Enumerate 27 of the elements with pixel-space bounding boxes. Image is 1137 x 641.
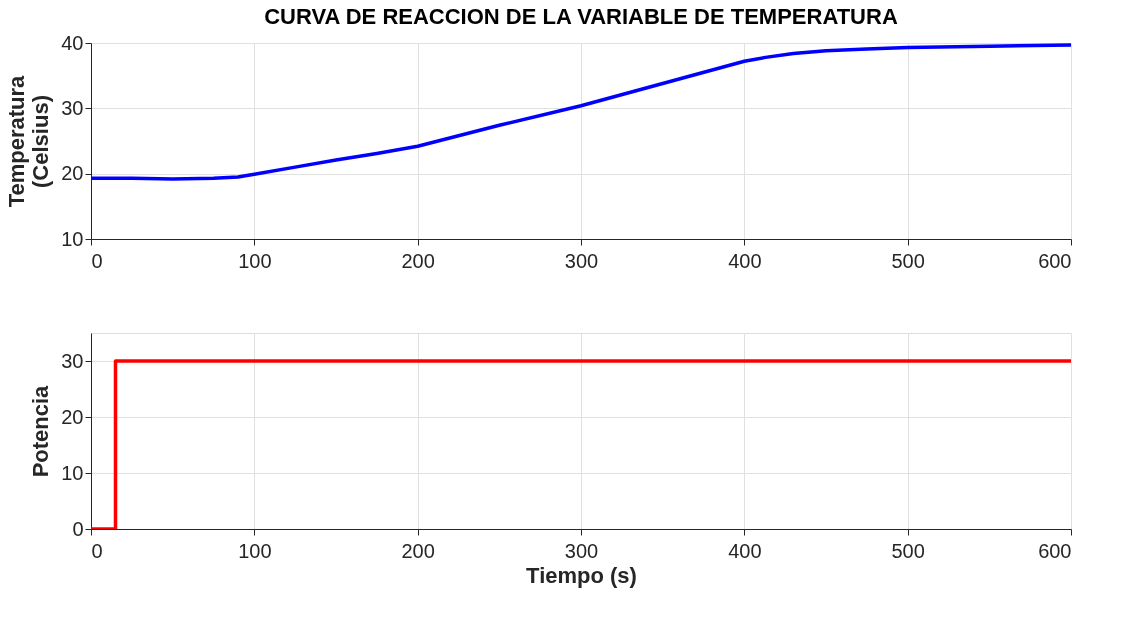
y-tick-label: 20 xyxy=(61,162,84,185)
x-tick-label: 100 xyxy=(238,539,272,562)
x-tick-label: 300 xyxy=(564,249,599,272)
y-tick-label: 10 xyxy=(61,461,84,484)
y-tick-label: 10 xyxy=(61,227,84,250)
x-tick-label: 200 xyxy=(401,539,435,562)
x-tick-label: 300 xyxy=(564,539,599,562)
x-tick-label: 400 xyxy=(728,249,762,272)
x-tick-label: 400 xyxy=(728,539,762,562)
x-tick-label: 500 xyxy=(891,539,925,562)
y-tick-label: 20 xyxy=(61,405,84,428)
x-tick-label: 0 xyxy=(91,249,103,272)
x-tick-label: 200 xyxy=(401,249,435,272)
x-tick-label: 600 xyxy=(1038,539,1072,562)
chart-title: CURVA DE REACCION DE LA VARIABLE DE TEMPERATURA xyxy=(264,4,898,29)
y-axis-title: Temperatura (Celsius) xyxy=(4,74,54,208)
x-tick-label: 100 xyxy=(238,249,272,272)
x-tick-label: 600 xyxy=(1038,249,1072,272)
x-axis-title: Tiempo (s) xyxy=(526,562,637,588)
y-axis-title: Potencia xyxy=(28,384,54,478)
x-tick-label: 500 xyxy=(891,249,925,272)
y-tick-label: 30 xyxy=(61,96,84,119)
x-tick-label: 0 xyxy=(91,539,103,562)
line-series xyxy=(91,43,1071,181)
y-tick-label: 40 xyxy=(61,31,84,54)
y-tick-label: 30 xyxy=(61,349,84,372)
y-tick-label: 0 xyxy=(72,517,84,540)
